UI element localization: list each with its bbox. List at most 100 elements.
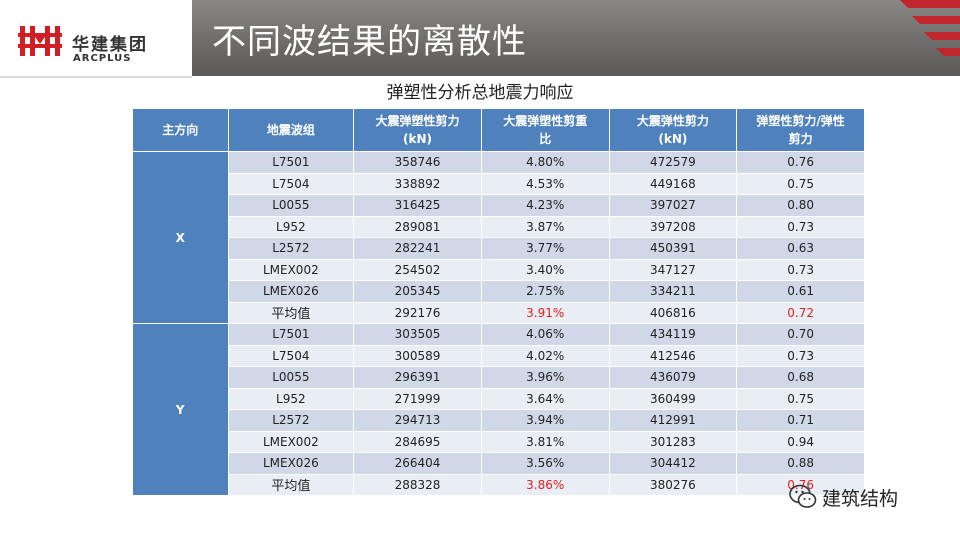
- table-row: L2572 294713 3.94% 412991 0.71: [133, 410, 864, 431]
- company-logo: 华建集团 ARCPLUS: [0, 0, 192, 78]
- table-row: Y L7501 303505 4.06% 434119 0.70: [133, 324, 864, 495]
- wave-group-cell: L2572: [228, 410, 354, 431]
- shear-weight-ratio-cell: 3.81%: [481, 431, 609, 452]
- table-row: 平均值 288328 3.86% 380276 0.76: [133, 474, 864, 495]
- shear-ratio-cell: 0.70: [737, 324, 864, 345]
- header-elastic-shear: 大震弹性剪力 (kN): [609, 109, 737, 151]
- elastoplastic-shear-cell: 294713: [354, 410, 481, 431]
- shear-ratio-cell: 0.71: [737, 410, 864, 431]
- shear-ratio-cell: 0.76: [737, 152, 864, 173]
- elastic-shear-cell: 334211: [609, 281, 737, 302]
- shear-ratio-cell: 0.73: [737, 259, 864, 280]
- shear-ratio-cell: 0.80: [737, 195, 864, 216]
- shear-weight-ratio-cell: 4.06%: [481, 324, 609, 345]
- company-name-en: ARCPLUS: [73, 53, 132, 64]
- table-caption: 弹塑性分析总地震力响应: [386, 83, 574, 103]
- header-direction: 主方向: [133, 109, 228, 151]
- elastic-shear-cell: 360499: [609, 388, 737, 409]
- elastic-shear-cell: 301283: [609, 431, 737, 452]
- wave-group-cell: 平均值: [228, 474, 354, 495]
- elastoplastic-shear-cell: 303505: [354, 324, 481, 345]
- wave-group-cell: LMEX002: [228, 259, 354, 280]
- shear-weight-ratio-cell: 3.56%: [481, 453, 609, 474]
- elastoplastic-shear-cell: 205345: [354, 281, 481, 302]
- shear-weight-ratio-cell: 3.96%: [481, 367, 609, 388]
- shear-weight-ratio-cell: 4.02%: [481, 345, 609, 366]
- direction-cell: Y: [133, 324, 228, 495]
- table-row: L0055 296391 3.96% 436079 0.68: [133, 367, 864, 388]
- wave-group-cell: L2572: [228, 238, 354, 259]
- elastic-shear-cell: 406816: [609, 302, 737, 323]
- slide-header: 华建集团 ARCPLUS 不同波结果的离散性: [0, 0, 960, 78]
- elastoplastic-shear-cell: 282241: [354, 238, 481, 259]
- red-stripes-decoration: [900, 0, 960, 56]
- arcplus-logo-icon: [18, 26, 62, 56]
- wave-group-cell: L7501: [228, 324, 354, 345]
- shear-ratio-cell: 0.94: [737, 431, 864, 452]
- elastoplastic-shear-cell: 289081: [354, 216, 481, 237]
- elastoplastic-shear-cell: 292176: [354, 302, 481, 323]
- shear-weight-ratio-cell: 4.53%: [481, 173, 609, 194]
- elastoplastic-shear-cell: 338892: [354, 173, 481, 194]
- table-row: LMEX026 266404 3.56% 304412 0.88: [133, 453, 864, 474]
- elastoplastic-shear-cell: 254502: [354, 259, 481, 280]
- shear-weight-ratio-cell: 3.91%: [481, 302, 609, 323]
- elastic-shear-cell: 380276: [609, 474, 737, 495]
- watermark-text: 建筑结构: [822, 488, 899, 510]
- wave-group-cell: L7501: [228, 152, 354, 173]
- header-elastoplastic-shear: 大震弹塑性剪力 (kN): [354, 109, 481, 151]
- elastoplastic-shear-cell: 288328: [354, 474, 481, 495]
- shear-ratio-cell: 0.73: [737, 345, 864, 366]
- shear-weight-ratio-cell: 4.23%: [481, 195, 609, 216]
- header-wave-group: 地震波组: [228, 109, 354, 151]
- wave-group-cell: 平均值: [228, 302, 354, 323]
- table-row: L7504 338892 4.53% 449168 0.75: [133, 173, 864, 194]
- wave-group-cell: LMEX026: [228, 453, 354, 474]
- table-row: L7504 300589 4.02% 412546 0.73: [133, 345, 864, 366]
- wave-group-cell: LMEX002: [228, 431, 354, 452]
- wave-group-cell: L952: [228, 388, 354, 409]
- shear-ratio-cell: 0.88: [737, 453, 864, 474]
- shear-weight-ratio-cell: 3.77%: [481, 238, 609, 259]
- elastic-shear-cell: 304412: [609, 453, 737, 474]
- table-row: L2572 282241 3.77% 450391 0.63: [133, 238, 864, 259]
- elastoplastic-shear-cell: 300589: [354, 345, 481, 366]
- shear-ratio-cell: 0.68: [737, 367, 864, 388]
- elastic-shear-cell: 397208: [609, 216, 737, 237]
- shear-weight-ratio-cell: 4.80%: [481, 152, 609, 173]
- elastic-shear-cell: 449168: [609, 173, 737, 194]
- seismic-response-table: 主方向 地震波组 大震弹塑性剪力 (kN) 大震弹塑性剪重比 大震弹性剪力 (kN)…: [132, 108, 865, 496]
- direction-cell: X: [133, 152, 228, 323]
- shear-weight-ratio-cell: 3.40%: [481, 259, 609, 280]
- shear-weight-ratio-cell: 3.94%: [481, 410, 609, 431]
- title-banner: 不同波结果的离散性: [192, 0, 960, 76]
- table-row: LMEX002 254502 3.40% 347127 0.73: [133, 259, 864, 280]
- shear-ratio-cell: 0.75: [737, 173, 864, 194]
- elastic-shear-cell: 450391: [609, 238, 737, 259]
- elastic-shear-cell: 472579: [609, 152, 737, 173]
- elastic-shear-cell: 436079: [609, 367, 737, 388]
- elastic-shear-cell: 397027: [609, 195, 737, 216]
- header-shear-weight-ratio: 大震弹塑性剪重比: [481, 109, 609, 151]
- shear-weight-ratio-cell: 3.87%: [481, 216, 609, 237]
- wave-group-cell: L0055: [228, 195, 354, 216]
- elastoplastic-shear-cell: 284695: [354, 431, 481, 452]
- table-row: LMEX026 205345 2.75% 334211 0.61: [133, 281, 864, 302]
- elastoplastic-shear-cell: 271999: [354, 388, 481, 409]
- shear-ratio-cell: 0.75: [737, 388, 864, 409]
- shear-ratio-cell: 0.61: [737, 281, 864, 302]
- shear-weight-ratio-cell: 2.75%: [481, 281, 609, 302]
- wechat-icon: [789, 484, 817, 508]
- shear-ratio-cell: 0.72: [737, 302, 864, 323]
- table-row: 平均值 292176 3.91% 406816 0.72: [133, 302, 864, 323]
- shear-weight-ratio-cell: 3.64%: [481, 388, 609, 409]
- elastoplastic-shear-cell: 316425: [354, 195, 481, 216]
- company-name-cn: 华建集团: [72, 35, 148, 55]
- elastic-shear-cell: 412546: [609, 345, 737, 366]
- elastic-shear-cell: 347127: [609, 259, 737, 280]
- table-header-row: 主方向 地震波组 大震弹塑性剪力 (kN) 大震弹塑性剪重比 大震弹性剪力 (kN)…: [133, 109, 864, 151]
- elastoplastic-shear-cell: 358746: [354, 152, 481, 173]
- elastic-shear-cell: 434119: [609, 324, 737, 345]
- wave-group-cell: L7504: [228, 345, 354, 366]
- shear-weight-ratio-cell: 3.86%: [481, 474, 609, 495]
